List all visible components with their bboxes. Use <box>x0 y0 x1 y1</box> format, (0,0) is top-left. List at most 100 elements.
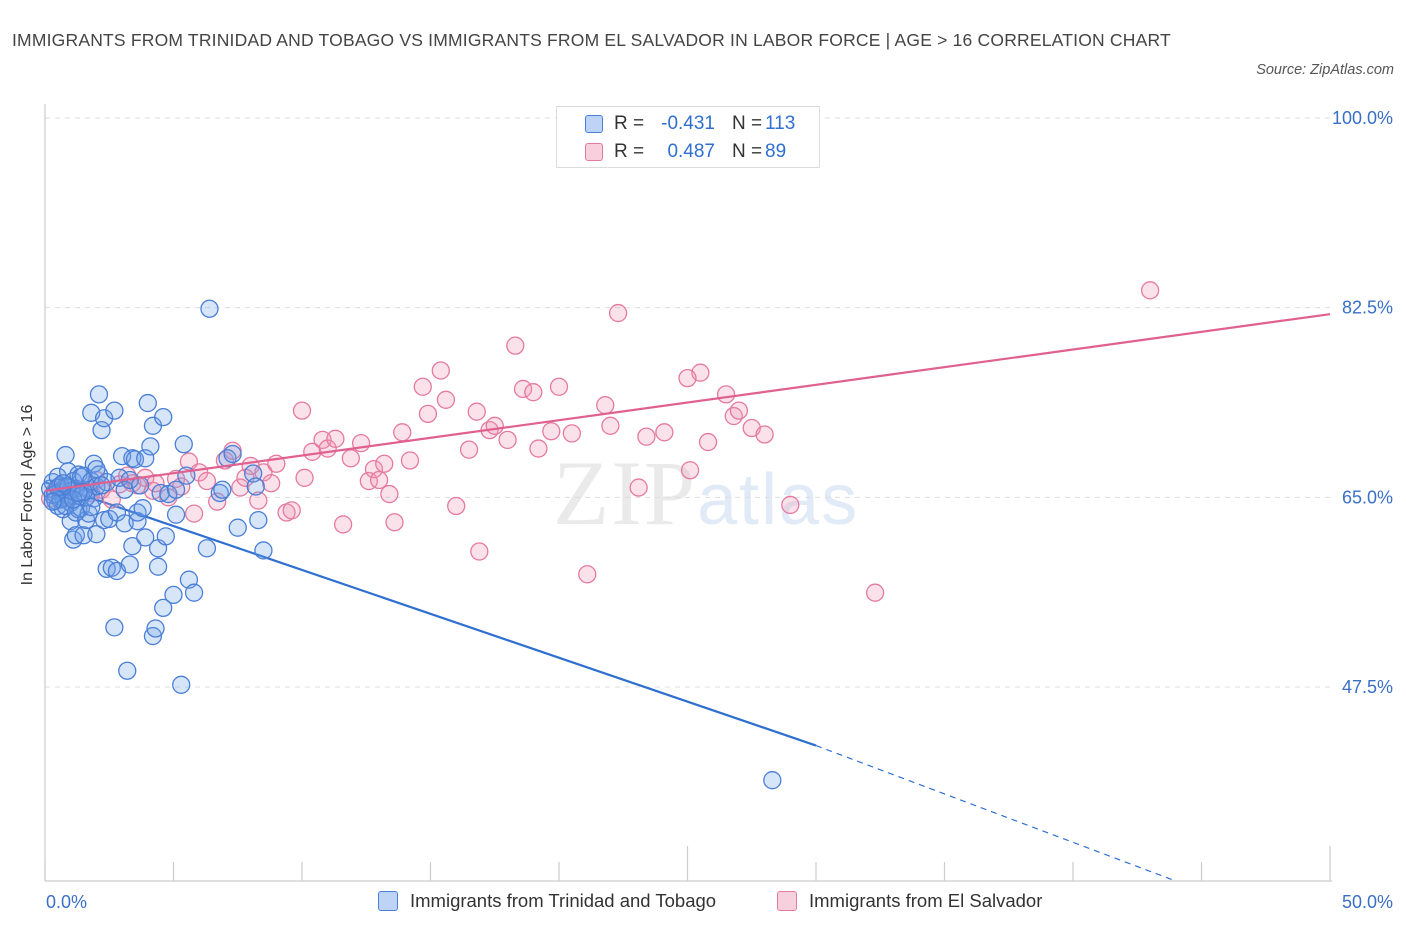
r-value: -0.431 <box>661 113 715 134</box>
data-point <box>94 409 114 428</box>
chart-title: IMMIGRANTS FROM TRINIDAD AND TOBAGO VS I… <box>12 30 1171 50</box>
data-point <box>562 424 581 443</box>
y-tick-label: 82.5% <box>1342 298 1393 318</box>
trend-line-solid <box>44 481 817 747</box>
data-point <box>763 771 782 790</box>
data-point <box>698 432 718 452</box>
data-point <box>380 484 399 504</box>
n-value: 89 <box>765 141 787 162</box>
r-label: R = <box>614 141 645 162</box>
stats-swatch-blue <box>585 115 603 133</box>
data-point <box>485 416 504 435</box>
data-point <box>138 393 157 413</box>
data-point <box>418 404 438 424</box>
data-point <box>680 461 700 480</box>
n-label: N = <box>732 113 763 134</box>
data-point <box>655 423 674 442</box>
data-point <box>369 470 389 490</box>
tick-labels: 47.5% 65.0% 82.5% 100.0% 0.0% 50.0% <box>46 108 1393 912</box>
x-tick-label: 0.0% <box>46 892 87 912</box>
data-point <box>393 423 412 442</box>
data-point <box>184 583 204 602</box>
data-point <box>120 555 139 574</box>
data-point <box>470 542 489 561</box>
data-point <box>524 383 543 402</box>
y-tick-label: 47.5% <box>1342 677 1393 697</box>
data-point <box>92 420 111 440</box>
data-point <box>755 425 774 444</box>
data-point <box>467 402 486 421</box>
data-point <box>1140 281 1160 300</box>
data-point <box>43 492 62 511</box>
data-point <box>223 444 242 464</box>
y-axis-label: In Labor Force | Age > 16 <box>19 404 36 586</box>
data-point <box>246 477 265 496</box>
data-point <box>629 478 648 497</box>
data-point <box>151 483 170 503</box>
data-point <box>56 445 75 465</box>
data-point <box>87 525 106 544</box>
data-point <box>529 439 548 458</box>
data-point <box>213 480 232 499</box>
data-point <box>447 496 466 516</box>
stats-row-trinidad: R = -0.431 N = 113 <box>557 111 819 139</box>
data-point <box>724 406 743 426</box>
data-point <box>146 619 165 638</box>
data-point <box>154 598 173 618</box>
legend-label: Immigrants from Trinidad and Tobago <box>410 890 717 911</box>
data-point <box>295 468 314 487</box>
watermark-zip: ZIP <box>553 442 697 544</box>
watermark-atlas: atlas <box>697 460 860 540</box>
data-point <box>413 377 432 396</box>
data-point <box>364 460 384 479</box>
data-point <box>282 501 301 520</box>
data-point <box>608 303 628 323</box>
data-point <box>781 495 800 515</box>
n-value: 113 <box>765 113 796 134</box>
data-point <box>66 526 85 545</box>
r-value: 0.487 <box>667 141 715 162</box>
data-point <box>87 460 106 479</box>
legend-label: Immigrants from El Salvador <box>809 890 1043 911</box>
data-point <box>400 451 420 470</box>
legend-swatch-pink <box>777 891 797 911</box>
data-point <box>678 368 697 388</box>
data-point <box>385 513 404 532</box>
data-point <box>197 471 217 491</box>
trend-line-el-salvador <box>44 313 1331 492</box>
data-point <box>166 480 186 499</box>
data-point <box>166 505 186 524</box>
data-point <box>431 361 450 380</box>
data-point <box>549 377 569 396</box>
data-point <box>200 299 219 318</box>
data-point <box>105 618 124 637</box>
y-tick-label: 65.0% <box>1342 487 1393 507</box>
data-point <box>123 536 142 556</box>
data-point <box>118 661 137 680</box>
data-point <box>716 385 736 404</box>
data-point <box>249 491 268 510</box>
data-point <box>141 437 160 456</box>
data-point <box>729 401 749 420</box>
data-point <box>133 499 152 518</box>
data-point <box>156 527 175 546</box>
data-point <box>69 483 88 503</box>
data-point <box>326 429 345 448</box>
data-point <box>74 526 93 545</box>
data-point <box>601 416 620 435</box>
legend: Immigrants from Trinidad and Tobago Immi… <box>0 888 1406 918</box>
watermark: ZIPatlas <box>553 440 859 546</box>
stats-row-el-salvador: R = 0.487 N = 89 <box>557 139 819 167</box>
data-point <box>210 483 229 503</box>
n-label: N = <box>732 141 763 162</box>
data-point <box>102 558 121 577</box>
data-point <box>136 528 155 547</box>
data-point <box>865 583 885 602</box>
data-point <box>506 336 525 355</box>
data-point <box>148 557 168 576</box>
data-point <box>436 390 456 409</box>
data-point <box>197 539 217 558</box>
trend-line-dashed <box>815 744 1177 882</box>
data-point <box>228 518 247 537</box>
